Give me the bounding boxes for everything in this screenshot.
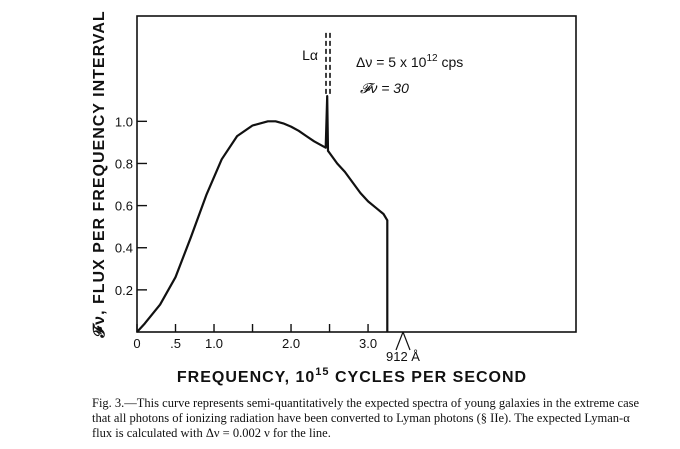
lyman-edge-label: 912 Å (386, 349, 420, 364)
x-axis-ticks: 0 .5 1.0 2.0 3.0 (133, 324, 389, 351)
x-axis-exponent: 15 (315, 366, 329, 378)
y-tick-label: 0.8 (115, 156, 133, 171)
bandwidth-exponent: 12 (426, 53, 438, 64)
y-tick-label: 1.0 (115, 114, 133, 129)
x-axis-title: FREQUENCY, 1015 CYCLES PER SECOND (177, 366, 527, 386)
x-tick-label: 1.0 (205, 336, 223, 351)
spectrum-curve (136, 95, 389, 333)
x-tick-label: .5 (170, 336, 181, 351)
plot-frame (136, 15, 577, 333)
x-tick-label: 2.0 (282, 336, 300, 351)
y-tick-label: 0.6 (115, 199, 133, 214)
x-tick-label: 0 (133, 336, 140, 351)
line-flux-annotation: 𝓕ν = 30 (360, 80, 409, 96)
y-axis-ticks: 0.2 0.4 0.6 0.8 1.0 (115, 114, 147, 298)
y-tick-label: 0.4 (115, 241, 133, 256)
x-tick-label: 3.0 (359, 336, 377, 351)
bandwidth-annotation: Δν = 5 x 1012 cps (356, 53, 463, 70)
figure-caption: Fig. 3.—This curve represents semi-quant… (92, 396, 640, 440)
lyman-alpha-label: Lα (302, 47, 318, 63)
y-axis-title: 𝓕ν, FLUX PER FREQUENCY INTERVAL (91, 10, 108, 338)
edge-marker (395, 331, 411, 351)
y-tick-label: 0.2 (115, 283, 133, 298)
